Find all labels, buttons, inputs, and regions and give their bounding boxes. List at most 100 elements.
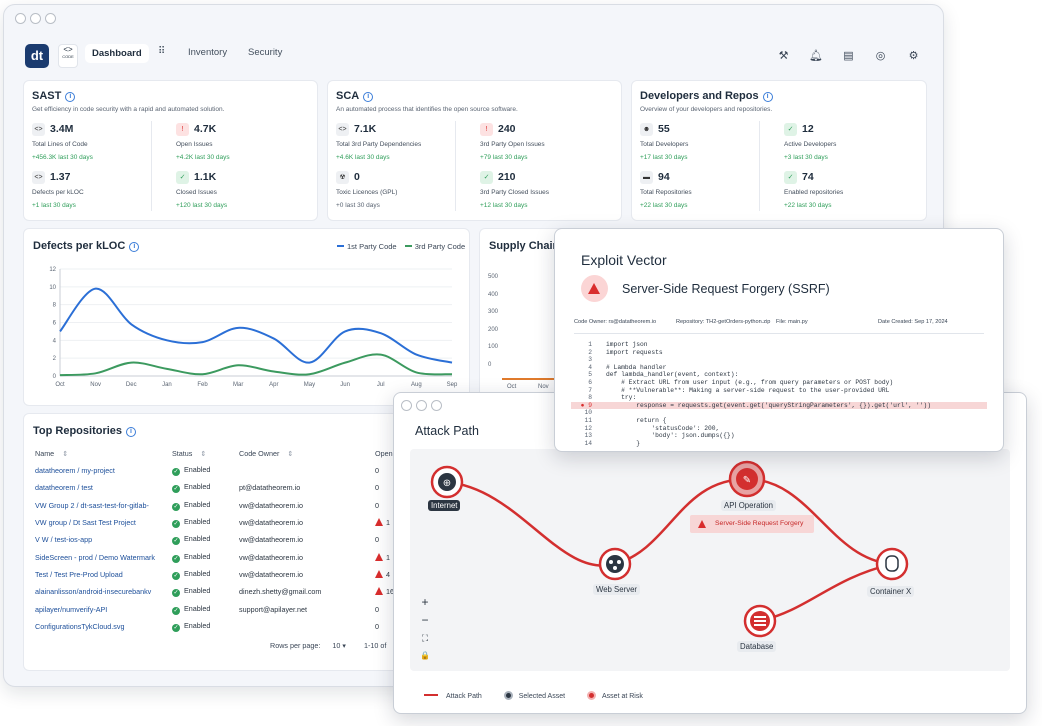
code-product-icon[interactable]: <> CODE — [58, 44, 78, 68]
docs-icon[interactable]: ▤ — [843, 50, 854, 62]
table-row[interactable]: VW group / Dt Sast Test Project ✓ Enabled v… — [35, 514, 405, 531]
fingerprint-icon[interactable]: ◎ — [875, 50, 886, 62]
metric-total-developers[interactable]: ☻ 55 Total Developers +17 last 30 days — [640, 123, 689, 161]
close-window-dot[interactable] — [401, 400, 412, 411]
metric-lines-of-code[interactable]: <> 3.4M Total Lines of Code +456.3K last… — [32, 123, 93, 161]
gavel-icon[interactable]: ⚒ — [778, 50, 789, 62]
check-circle-icon: ✓ — [172, 571, 180, 580]
internet-node[interactable]: ⊕ — [430, 465, 464, 499]
info-icon[interactable]: i — [65, 92, 76, 102]
supply-x-tick: Nov — [538, 384, 549, 390]
open-issues-cell: 0 — [375, 621, 379, 631]
x-tick-label: Sep — [447, 382, 458, 388]
repo-name-link[interactable]: datatheorem / test — [35, 483, 93, 493]
x-tick-label: Feb — [197, 382, 208, 388]
sast-subtitle: Get efficiency in code security with a r… — [32, 106, 225, 113]
api-operation-node[interactable]: ✎ — [728, 460, 766, 498]
table-row[interactable]: ConfigurationsTykCloud.svg ✓ Enabled 0 — [35, 618, 405, 635]
repo-name-link[interactable]: datatheorem / my-project — [35, 466, 115, 476]
bell-icon[interactable]: 🔔︎ — [809, 50, 823, 62]
repo-name-link[interactable]: SideScreen - prod / Demo Watermark — [35, 552, 155, 562]
table-row[interactable]: SideScreen - prod / Demo Watermark ✓ Enabl… — [35, 548, 405, 565]
repo-name-link[interactable]: alainanlisson/android-insecurebankv — [35, 587, 152, 597]
info-icon[interactable]: i — [762, 92, 773, 102]
sca-title: SCA i — [336, 90, 374, 102]
rows-per-page-select[interactable]: 10 ▾ — [332, 641, 346, 650]
gear-icon[interactable]: ⚙ — [908, 50, 919, 62]
col-code-owner[interactable]: Code Owner ⇕ — [239, 449, 294, 458]
x-tick-label: Jul — [377, 382, 385, 388]
sort-icon[interactable]: ⇕ — [287, 449, 294, 458]
repo-name-link[interactable]: VW Group 2 / dt-sast-test-for-gitlab- — [35, 500, 149, 510]
zoom-out-button[interactable]: − — [421, 613, 429, 627]
nav-inventory[interactable]: Inventory — [188, 47, 228, 58]
status-cell: ✓ Enabled — [172, 482, 211, 494]
open-issues-cell: 0 — [375, 466, 379, 476]
x-tick-label: Aug — [411, 382, 422, 388]
attack-graph-canvas: ⊕ ✎ Internet Web Server — [410, 449, 1010, 671]
minimize-window-dot[interactable] — [416, 400, 427, 411]
x-tick-label: Apr — [269, 382, 278, 388]
maximize-window-dot[interactable] — [45, 13, 56, 24]
table-row[interactable]: V W / test-ios-app ✓ Enabled vw@datatheorem… — [35, 531, 405, 548]
check-circle-icon: ✓ — [172, 537, 180, 546]
divider — [759, 121, 760, 211]
sort-icon[interactable]: ⇕ — [200, 449, 207, 458]
nav-security[interactable]: Security — [248, 47, 283, 58]
table-row[interactable]: datatheorem / my-project ✓ Enabled 0 — [35, 462, 405, 479]
fit-view-button[interactable]: ⛶ — [421, 633, 429, 643]
open-issues-cell: 1 — [375, 514, 405, 531]
container-node[interactable] — [875, 547, 909, 581]
metric-third-party-closed[interactable]: ✓ 210 3rd Party Closed Issues +12 last 3… — [480, 171, 550, 209]
repo-name-link[interactable]: VW group / Dt Sast Test Project — [35, 518, 136, 528]
web-server-node[interactable] — [598, 547, 632, 581]
risk-callout[interactable]: Server-Side Request Forgery — [690, 515, 814, 533]
nav-dashboard[interactable]: Dashboard — [85, 44, 149, 63]
lock-button[interactable]: 🔒 — [420, 651, 430, 660]
metric-closed-issues[interactable]: ✓ 1.1K Closed Issues +120 last 30 days — [176, 171, 228, 209]
sort-icon[interactable]: ⇕ — [62, 449, 69, 458]
metric-third-party-deps[interactable]: <> 7.1K Total 3rd Party Dependencies +4.… — [336, 123, 422, 161]
attack-legend: Attack Path Selected Asset Asset at Risk — [424, 691, 643, 700]
dt-logo[interactable]: dt — [25, 44, 49, 68]
repo-name-link[interactable]: apilayer/numverify-API — [35, 604, 108, 614]
code-line: 1 import json — [588, 341, 648, 348]
col-open-issues[interactable]: Open I — [375, 449, 397, 458]
owner-cell: vw@datatheorem.io — [239, 518, 304, 528]
y-tick-label: 0 — [53, 374, 57, 380]
metric-defects-per-kloc[interactable]: <> 1.37 Defects per kLOC +1 last 30 days — [32, 171, 84, 209]
info-icon[interactable]: i — [363, 92, 374, 102]
table-row[interactable]: apilayer/numverify-API ✓ Enabled support@ap… — [35, 600, 405, 617]
maximize-window-dot[interactable] — [431, 400, 442, 411]
info-icon[interactable]: i — [129, 242, 140, 252]
y-tick-label: 8 — [53, 303, 57, 309]
close-window-dot[interactable] — [15, 13, 26, 24]
metric-third-party-open[interactable]: ! 240 3rd Party Open Issues +79 last 30 … — [480, 123, 545, 161]
metric-active-developers[interactable]: ✓ 12 Active Developers +3 last 30 days — [784, 123, 837, 161]
table-row[interactable]: datatheorem / test ✓ Enabled pt@datatheorem… — [35, 479, 405, 496]
metric-enabled-repositories[interactable]: ✓ 74 Enabled repositories +22 last 30 da… — [784, 171, 844, 209]
metric-total-repositories[interactable]: ▬ 94 Total Repositories +22 last 30 days — [640, 171, 692, 209]
metric-toxic-licences[interactable]: ☢ 0 Toxic Licences (GPL) +0 last 30 days — [336, 171, 398, 209]
warning-icon — [375, 552, 383, 561]
repo-name-link[interactable]: ConfigurationsTykCloud.svg — [35, 621, 125, 631]
table-row[interactable]: alainanlisson/android-insecurebankv ✓ Enab… — [35, 583, 405, 600]
table-row[interactable]: VW Group 2 / dt-sast-test-for-gitlab- ✓ En… — [35, 497, 405, 514]
database-node[interactable] — [743, 604, 777, 638]
top-repositories-title: Top Repositories i — [33, 425, 137, 437]
code-icon: <> — [32, 123, 45, 136]
status-cell: ✓ Enabled — [172, 568, 211, 580]
vuln-warning-icon — [581, 275, 608, 302]
table-row[interactable]: Test / Test Pre-Prod Upload ✓ Enabled vw@da… — [35, 566, 405, 583]
check-circle-icon: ✓ — [172, 485, 180, 494]
info-icon[interactable]: i — [126, 427, 137, 437]
apps-grid-icon[interactable]: ⠿ — [158, 46, 166, 57]
open-issues-cell: 0 — [375, 604, 379, 614]
col-name[interactable]: Name ⇕ — [35, 449, 69, 458]
repo-name-link[interactable]: V W / test-ios-app — [35, 535, 93, 545]
minimize-window-dot[interactable] — [30, 13, 41, 24]
zoom-in-button[interactable]: + — [421, 595, 429, 609]
metric-open-issues[interactable]: ! 4.7K Open Issues +4.2K last 30 days — [176, 123, 230, 161]
col-status[interactable]: Status ⇕ — [172, 449, 207, 458]
repo-name-link[interactable]: Test / Test Pre-Prod Upload — [35, 569, 123, 579]
